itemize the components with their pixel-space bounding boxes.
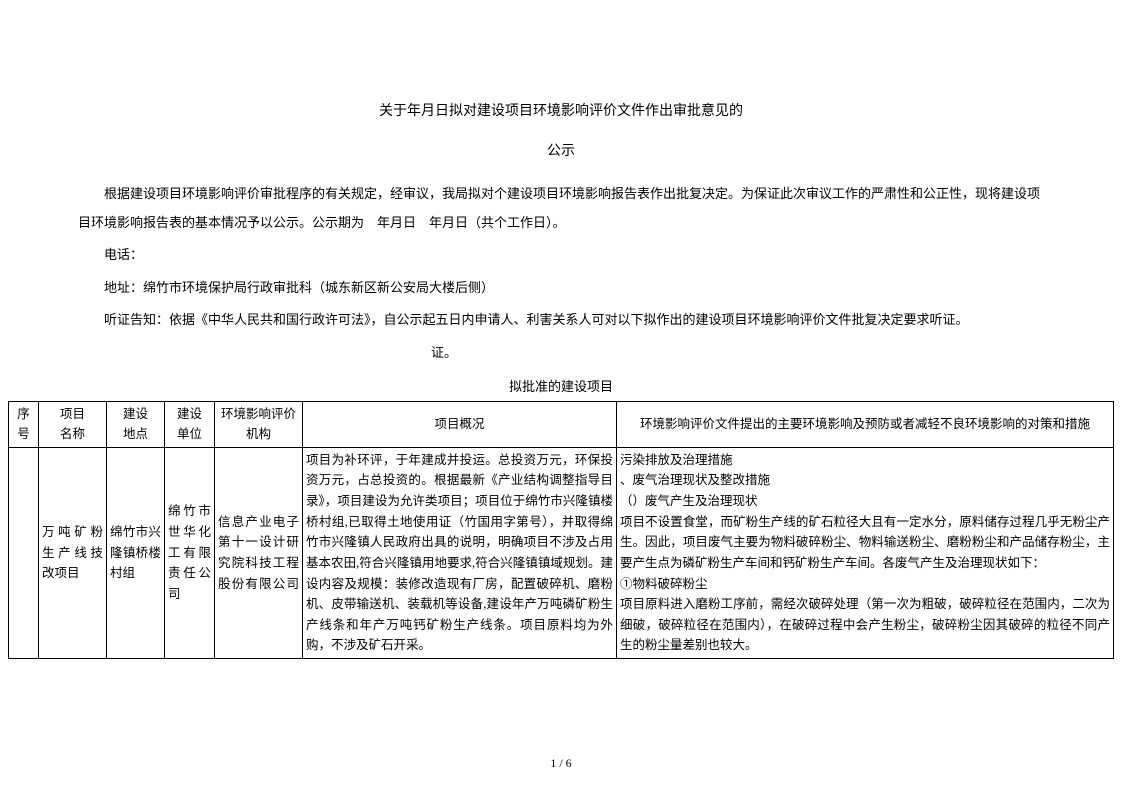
header-name: 项目名称 [39,401,107,447]
table-row: 万吨矿粉生产线技改项目 绵竹市兴隆镇桥楼村组 绵竹市世华化工有限责任公司 信息产… [9,447,1114,658]
cell-measures: 污染排放及治理措施、废气治理现状及整改措施（）废气产生及治理现状项目不设置食堂，… [617,447,1114,658]
header-overview: 项目概况 [303,401,617,447]
cell-name: 万吨矿粉生产线技改项目 [39,447,107,658]
header-unit: 建设单位 [165,401,215,447]
document-subtitle: 公示 [8,140,1114,160]
projects-table: 序号 项目名称 建设地点 建设单位 环境影响评价机构 项目概况 环境影响评价文件… [8,401,1114,660]
table-header-row: 序号 项目名称 建设地点 建设单位 环境影响评价机构 项目概况 环境影响评价文件… [9,401,1114,447]
cell-overview: 项目为补环评，于年建成并投运。总投资万元，环保投资万元，占总投资的。根据最新《产… [303,447,617,658]
hidden-text-1: 隐藏内容占位文字一二三四五六七八九十 [566,215,800,230]
intro-paragraph: 根据建设项目环境影响评价审批程序的有关规定，经审议，我局拟对个建设项目环境影响报… [8,180,1114,237]
hearing-notice: 听证告知：依据《中华人民共和国行政许可法》，自公示起五日内申请人、利害关系人可对… [8,306,1114,335]
intro-text: 根据建设项目环境影响评价审批程序的有关规定，经审议，我局拟对个建设项目环境影响报… [78,186,1040,230]
document-title: 关于年月日拟对建设项目环境影响评价文件作出审批意见的 [8,100,1114,120]
header-measures: 环境影响评价文件提出的主要环境影响及预防或者减轻不良环境影响的对策和措施 [617,401,1114,447]
cell-seq [9,447,39,658]
header-seq: 序号 [9,401,39,447]
header-loc: 建设地点 [107,401,165,447]
cell-loc: 绵竹市兴隆镇桥楼村组 [107,447,165,658]
table-title: 拟批准的建设项目 [8,376,1114,395]
cell-agency: 信息产业电子第十一设计研究院科技工程股份有限公司 [215,447,303,658]
page-number: 1 / 6 [0,756,1122,771]
hidden-text-2: 占位隐藏文字一二，三四五六七占位文字 [457,345,691,360]
header-agency: 环境影响评价机构 [215,401,303,447]
cell-unit: 绵竹市世华化工有限责任公司 [165,447,215,658]
phone-line: 电话： [8,241,1114,270]
address-line: 地址：绵竹市环境保护局行政审批科（城东新区新公安局大楼后侧） [8,274,1114,303]
cert-line: 证。占位隐藏文字一二，三四五六七占位文字 [8,339,1114,368]
